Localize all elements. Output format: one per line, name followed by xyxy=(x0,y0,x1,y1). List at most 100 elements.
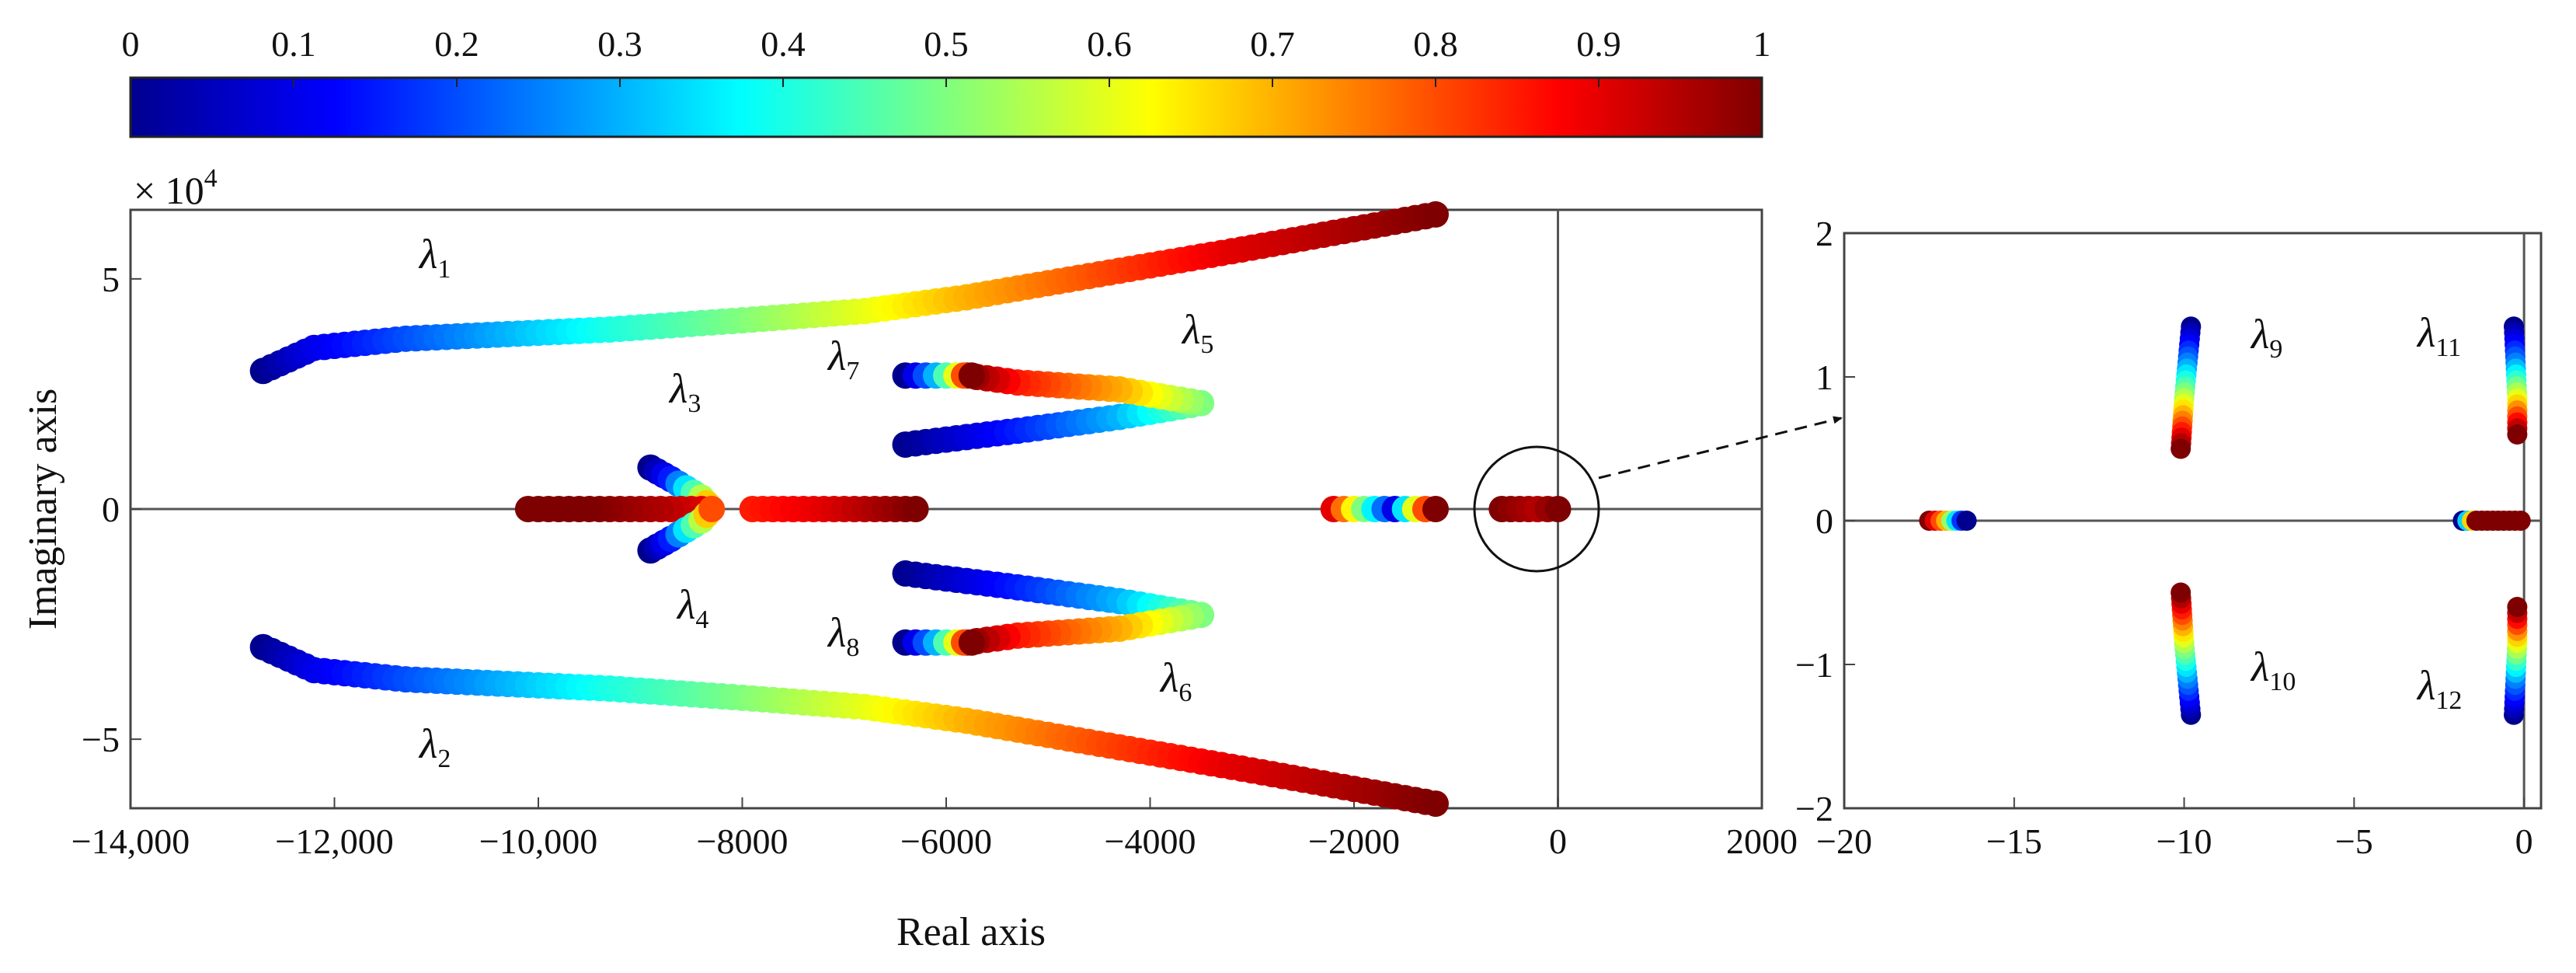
branch-label-λ8: λ8 xyxy=(827,609,859,662)
inset-y-ticks: −2 −1 0 1 2 xyxy=(1795,214,1855,828)
y-tick-label: 0 xyxy=(102,490,120,529)
data-point xyxy=(2510,511,2531,531)
x-tick-label: −2000 xyxy=(1308,821,1400,861)
colorbar-tick-label: 0.4 xyxy=(761,24,806,64)
branch-label-subscript: 11 xyxy=(2435,333,2461,362)
branch-label-subscript: 8 xyxy=(846,633,859,662)
colorbar-tick-label: 0.6 xyxy=(1087,24,1132,64)
branch-label-symbol: λ xyxy=(827,333,846,379)
data-point xyxy=(1422,201,1449,228)
zoom-arrow xyxy=(1598,416,1843,480)
branch-label-symbol: λ xyxy=(418,231,437,277)
colorbar-tick-label: 0.1 xyxy=(271,24,316,64)
colorbar-ticks: 0 0.1 0.2 0.3 0.4 0.5 0.6 0.7 0.8 0.9 1 xyxy=(122,24,1771,87)
series-real-axis-mode-b xyxy=(1320,496,1449,522)
branch-label-λ4: λ4 xyxy=(676,581,708,634)
series-λ10 xyxy=(2170,582,2202,725)
data-point xyxy=(2507,424,2528,445)
data-point xyxy=(1544,496,1572,522)
x-tick-label: −4000 xyxy=(1105,821,1196,861)
colorbar-bar xyxy=(129,76,1763,138)
branch-label-symbol: λ xyxy=(2416,662,2435,709)
branch-label-symbol: λ xyxy=(676,581,695,628)
series-λ12 xyxy=(2503,597,2528,725)
branch-label-symbol: λ xyxy=(2416,309,2435,356)
x-tick-label: −8000 xyxy=(697,821,788,861)
data-point xyxy=(1422,496,1449,522)
series-λ4 xyxy=(637,496,726,564)
branch-label-λ11: λ11 xyxy=(2416,309,2461,362)
y-multiplier: × 104 xyxy=(134,164,218,212)
series-λ2 xyxy=(249,633,1449,818)
data-point xyxy=(514,496,541,522)
branch-label-subscript: 4 xyxy=(695,605,708,634)
branch-label-λ2: λ2 xyxy=(418,720,451,773)
x-tick-label: −10,000 xyxy=(479,821,597,861)
data-point xyxy=(1956,511,1977,531)
inset-x-ticks: −20 −15 −10 −5 0 xyxy=(1816,797,2533,861)
branch-label-subscript: 6 xyxy=(1178,678,1192,707)
colorbar-tick-label: 0.8 xyxy=(1413,24,1458,64)
series-real-axis-mode-c xyxy=(1919,511,1977,531)
branch-label-symbol: λ xyxy=(418,720,437,767)
branch-label-symbol: λ xyxy=(1159,654,1178,701)
x-tick-label: −14,000 xyxy=(71,821,190,861)
colorbar-tick-label: 0.7 xyxy=(1250,24,1295,64)
x-tick-label: 0 xyxy=(2515,821,2533,861)
series-λ7 xyxy=(892,362,985,389)
y-axis-label: Imaginary axis xyxy=(21,389,65,629)
x-tick-label: 2000 xyxy=(1726,821,1798,861)
series-λ6 xyxy=(892,560,1215,656)
branch-label-λ1: λ1 xyxy=(418,231,451,284)
branch-label-subscript: 9 xyxy=(2269,335,2282,364)
main-points xyxy=(249,201,1572,818)
colorbar-tick-label: 1 xyxy=(1753,24,1771,64)
y-multiplier-base: × 10 xyxy=(134,169,204,212)
y-tick-label: 2 xyxy=(1815,214,1833,253)
branch-label-symbol: λ xyxy=(1181,306,1200,353)
data-point xyxy=(2507,597,2528,617)
x-tick-label: −10 xyxy=(2157,821,2212,861)
zoom-circle xyxy=(1473,445,1600,573)
series-λ1 xyxy=(249,201,1449,385)
branch-label-λ6: λ6 xyxy=(1159,654,1192,707)
x-tick-label: −5 xyxy=(2335,821,2373,861)
x-tick-label: −12,000 xyxy=(275,821,393,861)
branch-label-symbol: λ xyxy=(2250,643,2269,690)
colorbar: 0 0.1 0.2 0.3 0.4 0.5 0.6 0.7 0.8 0.9 1 xyxy=(122,24,1771,138)
branch-label-subscript: 5 xyxy=(1200,330,1213,359)
series-real-axis-mode-a xyxy=(739,496,929,522)
series-λ9 xyxy=(2170,316,2202,459)
main-plot: −14,000 −12,000 −10,000 −8000 −6000 −4000 −200… xyxy=(21,164,1843,954)
y-multiplier-exp: 4 xyxy=(204,164,218,193)
x-tick-label: −20 xyxy=(1816,821,1872,861)
series-λ8 xyxy=(892,629,985,656)
branch-label-symbol: λ xyxy=(827,609,846,656)
inset-points xyxy=(1919,316,2531,725)
x-tick-label: −6000 xyxy=(900,821,992,861)
data-point xyxy=(698,496,726,522)
branch-label-subscript: 2 xyxy=(437,745,451,773)
series-λ11 xyxy=(2503,316,2528,445)
colorbar-tick-label: 0.2 xyxy=(434,24,479,64)
branch-label-λ12: λ12 xyxy=(2416,662,2462,715)
main-y-ticks: −5 0 5 xyxy=(82,260,141,759)
branch-label-subscript: 12 xyxy=(2435,686,2462,715)
series-near-origin xyxy=(1488,496,1572,522)
branch-label-subscript: 7 xyxy=(846,357,859,385)
branch-label-λ10: λ10 xyxy=(2250,643,2296,696)
branch-label-λ3: λ3 xyxy=(668,365,701,418)
x-tick-label: −15 xyxy=(1986,821,2042,861)
branch-label-λ7: λ7 xyxy=(827,333,859,385)
data-point xyxy=(958,629,985,656)
y-tick-label: 5 xyxy=(102,260,120,299)
main-x-ticks: −14,000 −12,000 −10,000 −8000 −6000 −4000 −200… xyxy=(71,797,1798,861)
branch-label-λ5: λ5 xyxy=(1181,306,1213,359)
branch-label-subscript: 10 xyxy=(2269,668,2296,696)
branch-label-symbol: λ xyxy=(2250,311,2269,357)
branch-label-subscript: 3 xyxy=(688,389,701,418)
